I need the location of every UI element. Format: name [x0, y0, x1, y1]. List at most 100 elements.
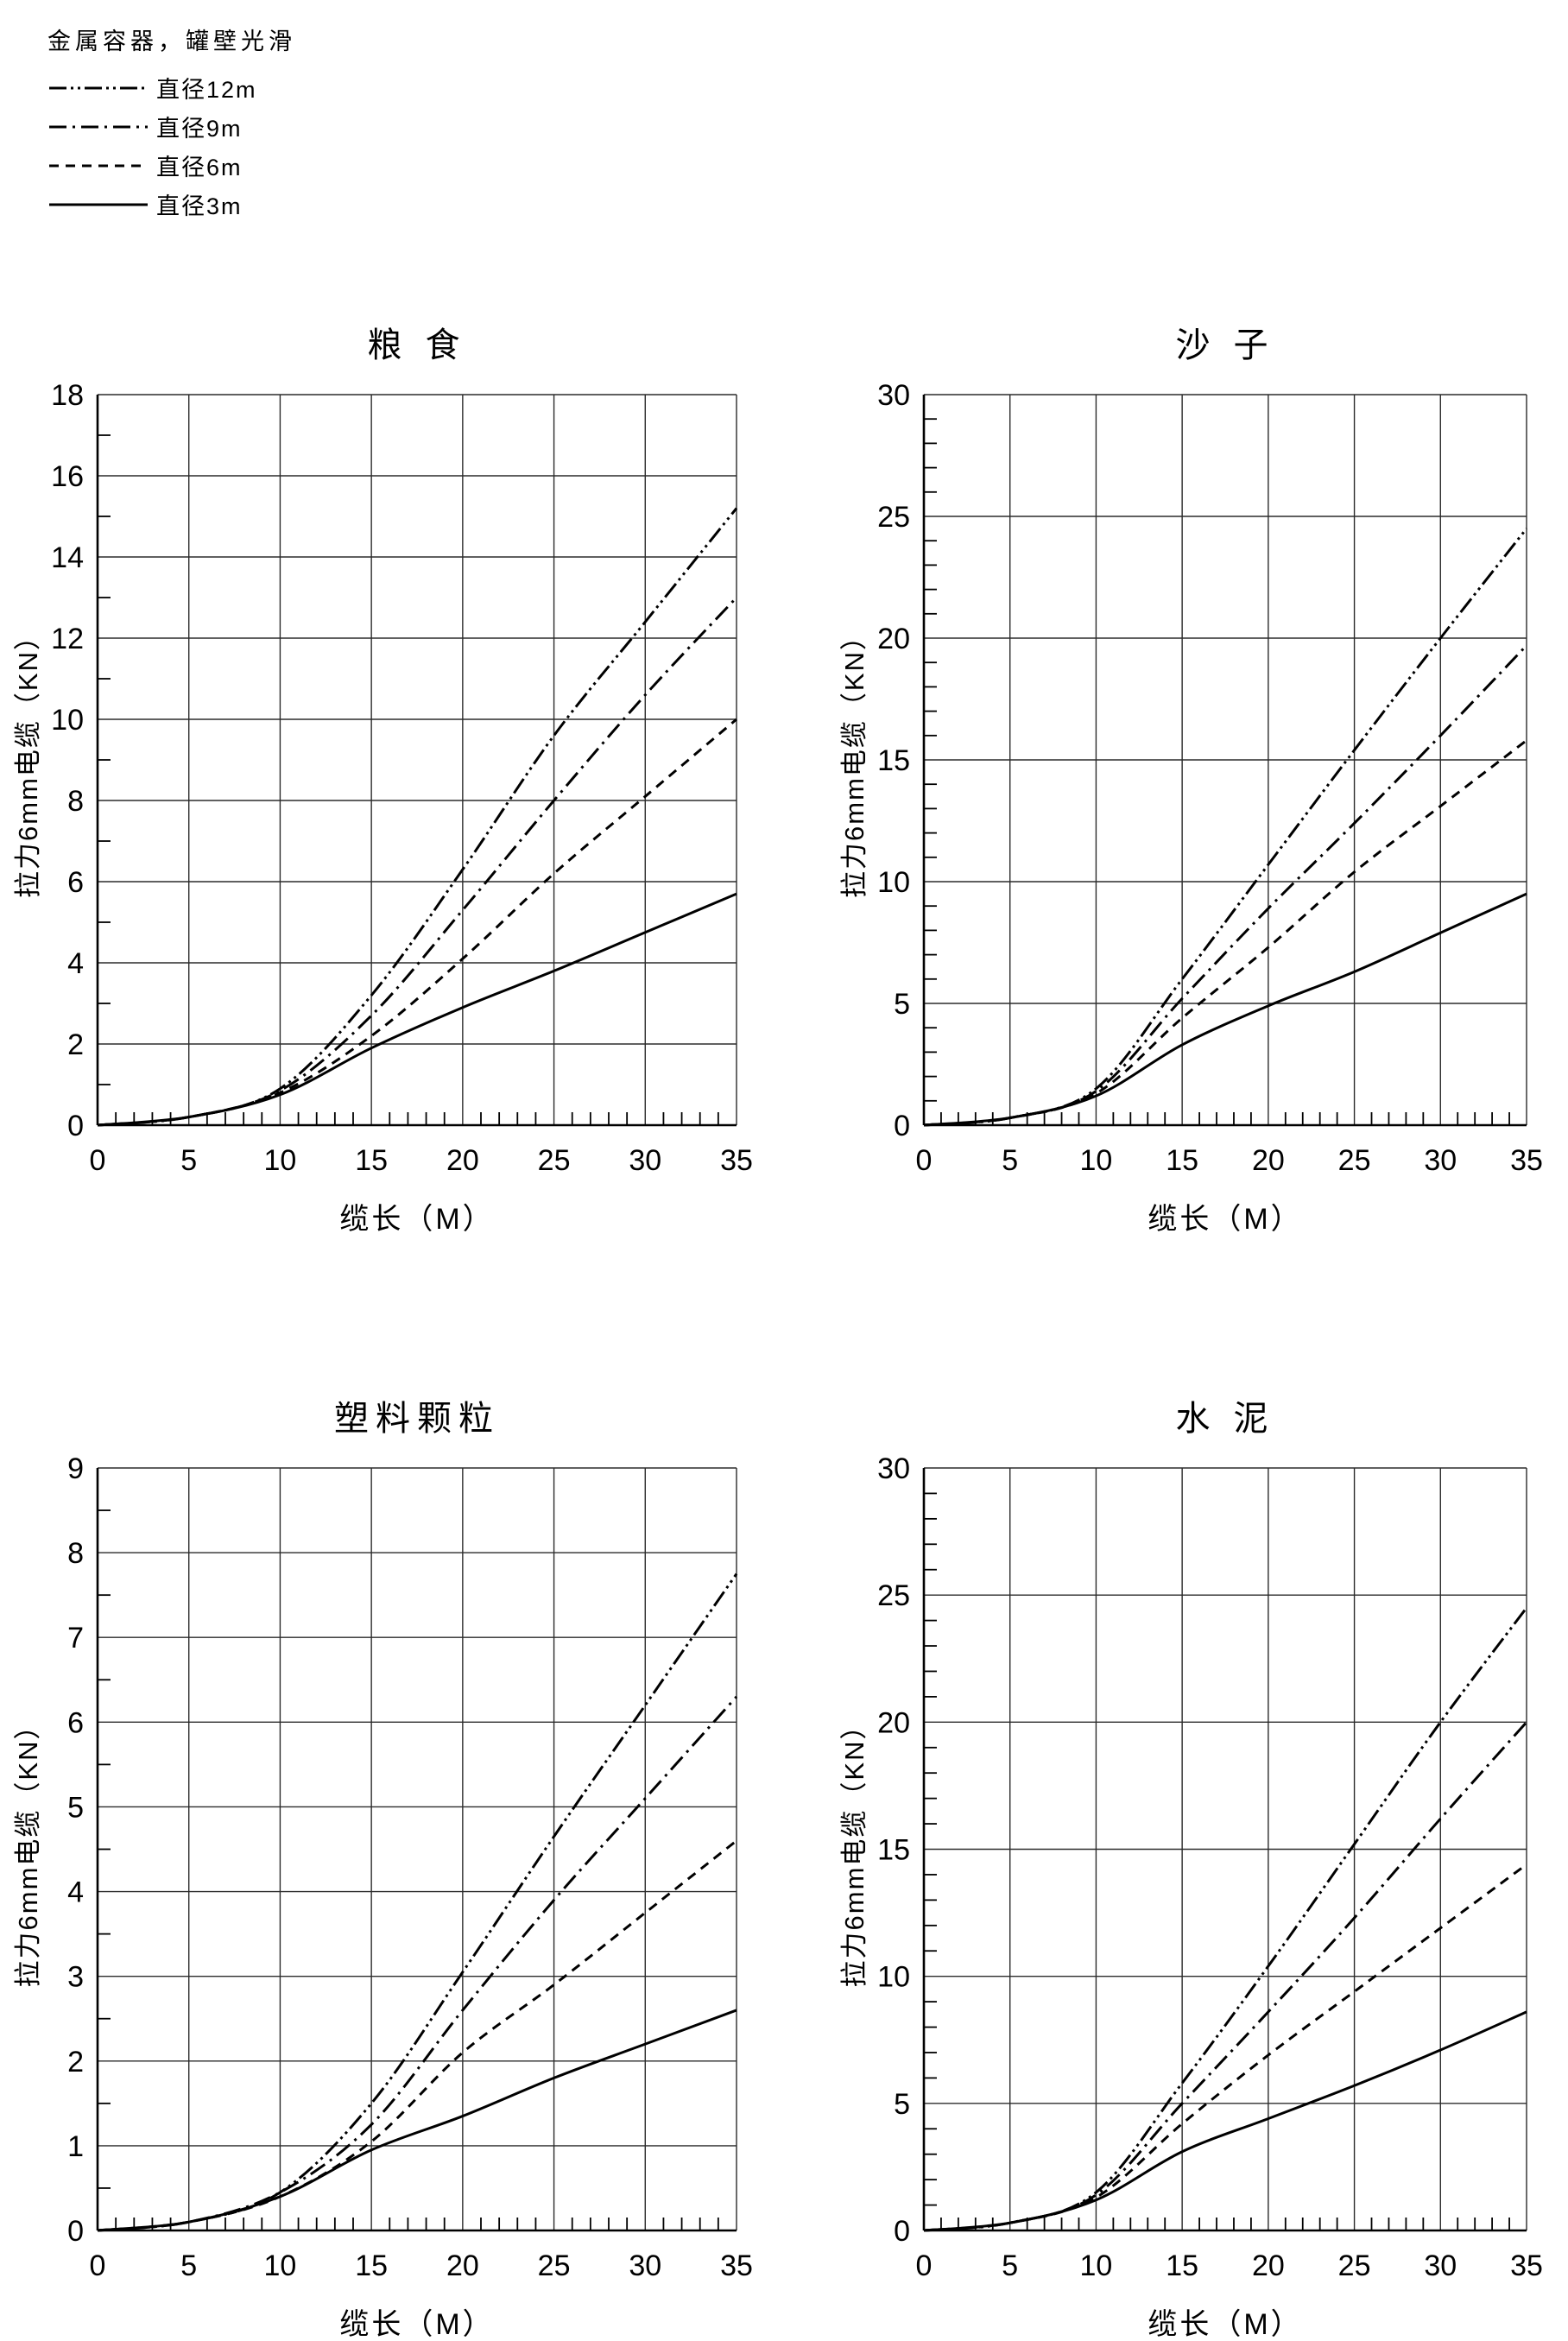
y-tick-label: 15 [877, 1834, 910, 1867]
axes [922, 395, 1527, 1127]
y-tick-label: 10 [877, 1961, 910, 1994]
x-tick-label: 0 [916, 2249, 933, 2282]
series-curve-直径6m [97, 718, 737, 1127]
y-tick-label: 3 [67, 1961, 84, 1994]
axes [922, 1468, 1527, 2232]
minor-ticks [924, 418, 1510, 1125]
tick-labels: 0 5 10 15 20 25 30 35 0 1 2 3 4 5 6 7 8 9 [67, 1452, 753, 2282]
x-tick-label: 25 [1338, 2249, 1371, 2282]
line-style-sample-icon [49, 86, 148, 89]
y-tick-label: 2 [67, 2046, 84, 2078]
y-tick-label: 20 [877, 623, 910, 655]
series-curve-直径6m [923, 1863, 1527, 2232]
y-axis-title: 拉力6mm电缆（KN） [839, 1711, 869, 1988]
x-axis-title: 缆长（M） [339, 2308, 494, 2341]
chart-title: 沙 子 [1175, 326, 1274, 364]
minor-ticks [924, 1492, 1510, 2230]
y-tick-label: 5 [894, 988, 910, 1021]
line-style-sample-icon [49, 164, 148, 167]
chart-title: 粮 食 [367, 326, 466, 364]
y-tick-label: 9 [67, 1452, 84, 1485]
y-tick-label: 7 [67, 1622, 84, 1655]
legend-item: 直径3m [47, 185, 296, 224]
y-tick-label: 10 [51, 704, 84, 737]
x-tick-label: 10 [1080, 2249, 1113, 2282]
chart-grain: 0 5 10 15 20 25 30 35 0 2 4 6 8 10 12 14 16 18 粮 食缆长（M） 拉力6… [13, 326, 753, 1236]
x-tick-label: 20 [446, 1144, 479, 1177]
x-tick-label: 20 [446, 2249, 479, 2282]
y-tick-label: 30 [877, 1452, 910, 1485]
y-tick-label: 15 [877, 744, 910, 777]
x-tick-label: 0 [90, 1144, 106, 1177]
series-curve-直径12m [923, 1606, 1528, 2232]
x-tick-label: 5 [180, 1144, 197, 1177]
chart-title: 塑料颗粒 [334, 1400, 500, 1438]
chart-cement: 0 5 10 15 20 25 30 35 0 5 10 15 20 25 30 水 泥缆长（M） 拉力6mm电… [839, 1400, 1543, 2341]
x-tick-label: 0 [90, 2249, 106, 2282]
y-tick-label: 8 [67, 785, 84, 818]
minor-ticks [98, 1509, 719, 2230]
x-axis-title: 缆长（M） [1148, 2308, 1302, 2341]
legend-item: 直径12m [47, 68, 296, 107]
y-tick-label: 6 [67, 866, 84, 899]
x-tick-label: 5 [1002, 1144, 1018, 1177]
x-tick-label: 30 [1424, 1144, 1457, 1177]
tick-labels: 0 5 10 15 20 25 30 35 0 5 10 15 20 25 30 [877, 379, 1543, 1177]
line-style-sample-icon [49, 203, 148, 206]
y-tick-label: 1 [67, 2130, 84, 2163]
tick-labels: 0 5 10 15 20 25 30 35 0 2 4 6 8 10 12 14 16 18 [51, 379, 753, 1177]
y-tick-label: 10 [877, 866, 910, 899]
chart-title: 水 泥 [1175, 1400, 1274, 1438]
series-curve-直径3m [923, 2010, 1527, 2232]
series-curves [97, 1572, 738, 2232]
x-tick-label: 5 [180, 2249, 197, 2282]
legend-title: 金属容器，罐壁光滑 [47, 28, 296, 54]
axes [96, 395, 737, 1127]
y-tick-label: 4 [67, 1876, 84, 1909]
x-tick-label: 20 [1252, 2249, 1285, 2282]
y-tick-label: 12 [51, 623, 84, 655]
series-curve-直径6m [923, 739, 1527, 1127]
y-tick-label: 25 [877, 501, 910, 534]
gridlines [97, 394, 737, 1126]
y-tick-label: 14 [51, 541, 84, 574]
x-tick-label: 5 [1002, 2249, 1018, 2282]
gridlines [97, 1467, 737, 2231]
x-tick-label: 10 [1080, 1144, 1113, 1177]
series-curve-直径9m [97, 1695, 738, 2232]
x-tick-label: 35 [1510, 1144, 1543, 1177]
y-axis-title: 拉力6mm电缆（KN） [839, 622, 869, 898]
x-tick-label: 15 [1166, 1144, 1198, 1177]
series-curve-直径3m [97, 892, 737, 1127]
x-tick-label: 35 [720, 2249, 753, 2282]
series-curve-直径9m [923, 644, 1528, 1127]
chart-sand: 0 5 10 15 20 25 30 35 0 5 10 15 20 25 30 沙 子缆长（M） 拉力6mm电… [839, 326, 1543, 1236]
y-tick-label: 16 [51, 460, 84, 493]
y-tick-label: 0 [67, 2215, 84, 2248]
y-tick-label: 20 [877, 1706, 910, 1739]
tick-labels: 0 5 10 15 20 25 30 35 0 5 10 15 20 25 30 [877, 1452, 1543, 2282]
y-axis-title: 拉力6mm电缆（KN） [13, 1711, 43, 1988]
series-curves [923, 528, 1528, 1127]
legend-item: 直径9m [47, 107, 296, 146]
x-tick-label: 35 [1510, 2249, 1543, 2282]
y-tick-label: 30 [877, 379, 910, 412]
y-tick-label: 0 [894, 2215, 910, 2248]
y-tick-label: 6 [67, 1706, 84, 1739]
y-tick-label: 0 [67, 1110, 84, 1142]
minor-ticks [98, 434, 719, 1125]
legend-item-label: 直径3m [156, 193, 243, 219]
x-tick-label: 25 [538, 2249, 571, 2282]
series-curves [97, 507, 738, 1127]
y-tick-label: 2 [67, 1028, 84, 1061]
y-axis-title: 拉力6mm电缆（KN） [13, 622, 43, 898]
series-curve-直径6m [97, 1839, 737, 2232]
x-tick-label: 10 [264, 2249, 297, 2282]
series-curve-直径9m [97, 596, 738, 1127]
legend-item-label: 直径12m [156, 77, 257, 103]
gridlines [923, 394, 1527, 1126]
gridlines [923, 1467, 1527, 2231]
